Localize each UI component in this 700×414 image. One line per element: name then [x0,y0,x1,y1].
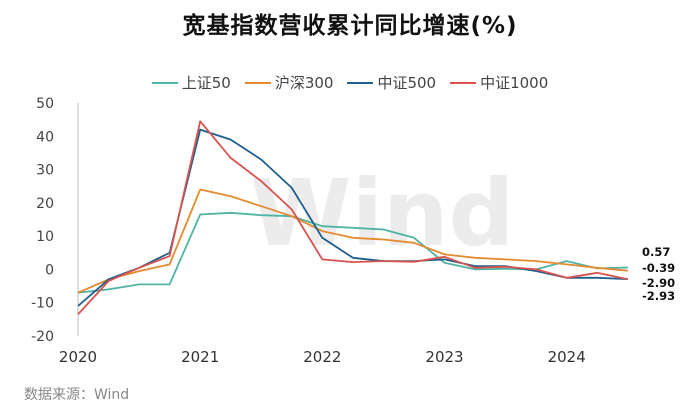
legend-label: 上证50 [181,74,231,92]
x-tick-label: 2024 [548,348,586,366]
x-axis: 2020 2021 2022 2023 2024 [59,348,586,366]
y-tick-label: 50 [36,96,54,112]
y-tick-label: 30 [36,163,54,179]
end-value-label: -2.93 [642,289,675,303]
legend-label: 中证1000 [480,74,549,92]
legend-item: 中证500 [347,72,436,93]
y-tick-label: 10 [36,229,54,245]
legend-item: 中证1000 [450,72,548,93]
legend-label: 沪深300 [274,74,334,92]
legend-swatch [151,81,178,84]
legend-swatch [347,81,374,84]
legend-item: 沪深300 [244,72,334,93]
end-value-label: -0.39 [642,261,675,275]
x-tick-label: 2021 [181,348,219,366]
end-value-label: -2.90 [642,276,675,290]
y-tick-label: -10 [31,296,54,312]
legend-swatch [244,81,271,84]
end-value-label: 0.57 [642,245,670,259]
legend-item: 上证50 [151,72,231,93]
series-line [77,188,628,294]
series-line [77,120,628,316]
x-tick-label: 2022 [303,348,341,366]
legend-swatch [450,81,477,84]
x-tick-label: 2020 [59,348,97,366]
chart-title: 宽基指数营收累计同比增速(%) [182,13,518,39]
y-tick-label: 0 [45,262,54,278]
data-source-note: 数据来源：Wind [24,387,130,403]
y-axis: -20 -10 0 10 20 30 40 50 [31,96,79,345]
series-lines [77,120,628,316]
end-labels: 0.57 -0.39-2.90-2.93 [642,245,675,303]
y-tick-label: 40 [36,129,54,145]
y-tick-label: -20 [31,329,54,345]
legend: 上证50 沪深300 中证500 中证1000 [0,72,700,93]
legend-label: 中证500 [377,74,437,92]
watermark: Wind [250,160,514,267]
x-tick-label: 2023 [425,348,463,366]
y-tick-label: 20 [36,196,54,212]
